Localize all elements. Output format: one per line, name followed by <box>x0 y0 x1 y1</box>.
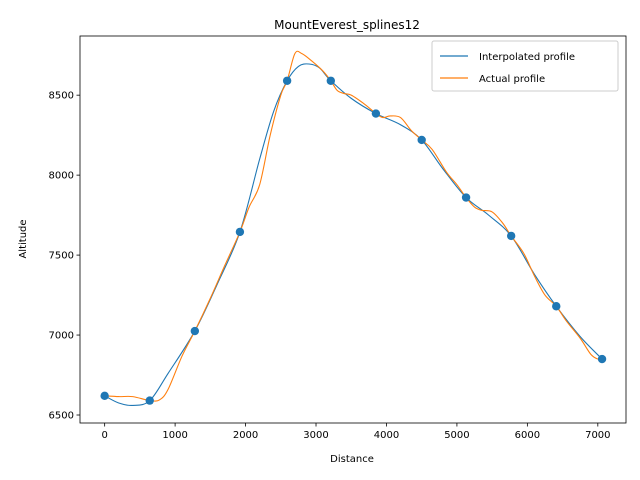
data-point <box>235 227 245 237</box>
series-line-actual <box>104 50 603 402</box>
y-tick-label: 8500 <box>49 91 74 102</box>
x-tick-label: 3000 <box>303 430 328 441</box>
y-axis-label: Altitude <box>18 219 29 258</box>
y-ticks: 6500 7000 7500 8000 8500 <box>49 91 80 422</box>
data-point <box>417 135 426 145</box>
y-tick-label: 6500 <box>49 411 74 422</box>
x-tick-label: 6000 <box>515 430 540 441</box>
data-point <box>552 302 561 311</box>
y-tick-label: 7000 <box>49 331 74 342</box>
x-tick-label: 2000 <box>233 430 258 441</box>
x-axis-label: Distance <box>330 454 374 465</box>
data-point <box>326 76 336 85</box>
data-point <box>282 76 292 85</box>
legend-frame <box>431 40 619 92</box>
data-point <box>506 231 516 241</box>
x-ticks: 0 1000 2000 3000 4000 5000 6000 7000 <box>101 423 611 441</box>
plot-area: 0 1000 2000 3000 4000 5000 6000 7000 6500 7000 75… <box>49 35 627 441</box>
legend: Interpolated profile Actual profile <box>431 40 619 92</box>
x-tick-label: 1000 <box>162 430 187 441</box>
x-tick-label: 4000 <box>374 430 399 441</box>
data-point <box>461 193 471 202</box>
axes-frame <box>79 35 627 424</box>
x-tick-label: 7000 <box>585 430 610 441</box>
chart-title: MountEverest_splines12 <box>274 18 420 32</box>
axes-background <box>80 36 626 423</box>
legend-label-actual: Actual profile <box>479 74 545 85</box>
legend-label-interpolated: Interpolated profile <box>479 52 575 63</box>
data-point <box>190 326 200 336</box>
x-tick-label: 5000 <box>444 430 469 441</box>
data-point <box>100 391 109 401</box>
series-layer <box>100 50 607 407</box>
y-tick-label: 7500 <box>49 251 74 262</box>
data-point <box>597 354 607 364</box>
y-tick-label: 8000 <box>49 171 74 182</box>
data-point <box>371 109 381 118</box>
data-point <box>145 396 154 405</box>
x-tick-label: 0 <box>101 430 107 441</box>
